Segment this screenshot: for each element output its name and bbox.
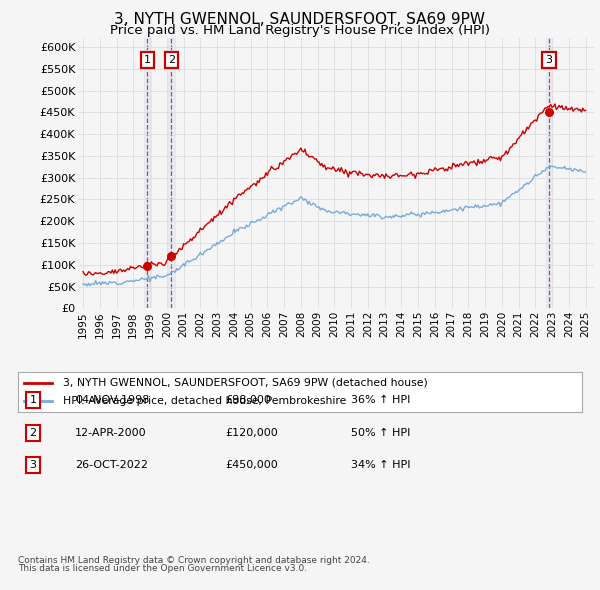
Text: 1: 1 [144,55,151,65]
Text: 1: 1 [29,395,37,405]
Text: 3, NYTH GWENNOL, SAUNDERSFOOT, SA69 9PW (detached house): 3, NYTH GWENNOL, SAUNDERSFOOT, SA69 9PW … [63,378,428,388]
Text: 3, NYTH GWENNOL, SAUNDERSFOOT, SA69 9PW: 3, NYTH GWENNOL, SAUNDERSFOOT, SA69 9PW [115,12,485,27]
Text: 12-APR-2000: 12-APR-2000 [75,428,146,438]
Text: £450,000: £450,000 [225,460,278,470]
Text: Price paid vs. HM Land Registry's House Price Index (HPI): Price paid vs. HM Land Registry's House … [110,24,490,37]
Text: 3: 3 [545,55,553,65]
Text: £98,000: £98,000 [225,395,271,405]
Bar [168,38,175,308]
Text: This data is licensed under the Open Government Licence v3.0.: This data is licensed under the Open Gov… [18,565,307,573]
Text: £120,000: £120,000 [225,428,278,438]
Text: 36% ↑ HPI: 36% ↑ HPI [351,395,410,405]
Text: Contains HM Land Registry data © Crown copyright and database right 2024.: Contains HM Land Registry data © Crown c… [18,556,370,565]
Text: 04-NOV-1998: 04-NOV-1998 [75,395,149,405]
Bar [545,38,552,308]
Text: 2: 2 [168,55,175,65]
Text: 26-OCT-2022: 26-OCT-2022 [75,460,148,470]
Text: 2: 2 [29,428,37,438]
Text: 50% ↑ HPI: 50% ↑ HPI [351,428,410,438]
Text: HPI: Average price, detached house, Pembrokeshire: HPI: Average price, detached house, Pemb… [63,395,346,405]
Text: 3: 3 [29,460,37,470]
Bar [144,38,151,308]
Text: 34% ↑ HPI: 34% ↑ HPI [351,460,410,470]
